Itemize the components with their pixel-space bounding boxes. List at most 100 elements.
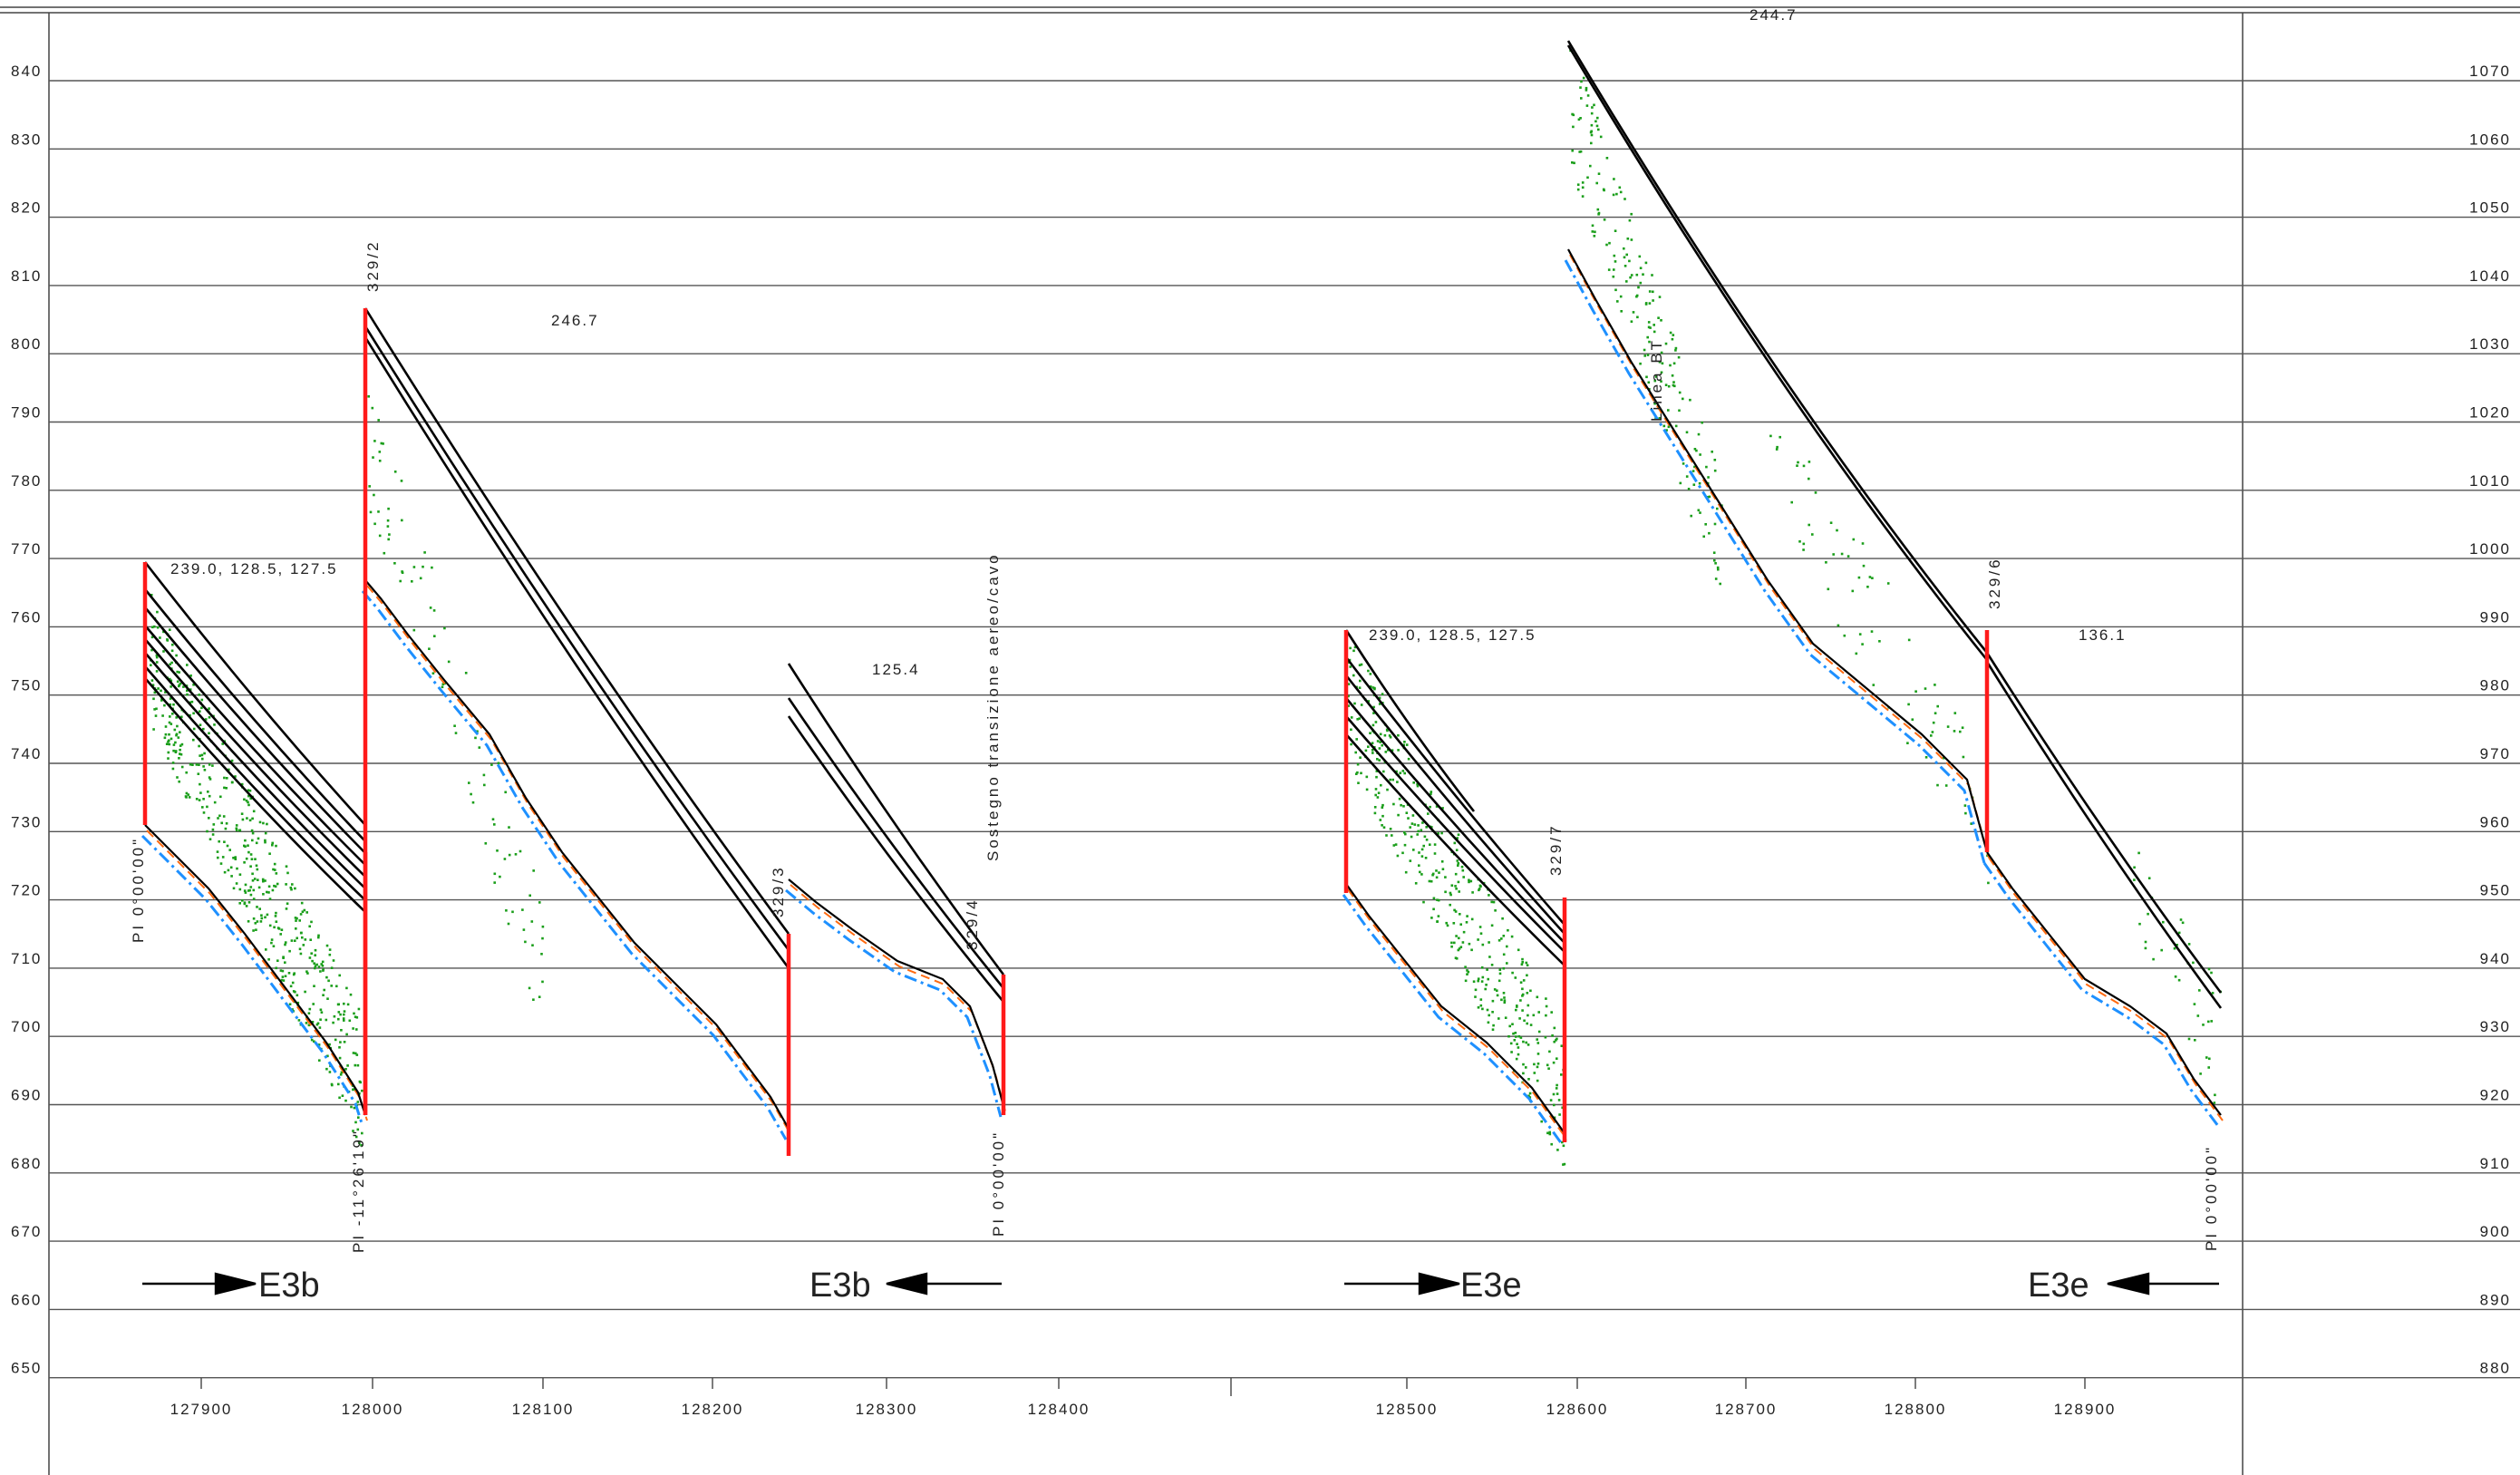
vegetation-point [235, 824, 238, 827]
vegetation-point [1441, 868, 1445, 870]
vegetation-point [179, 682, 182, 685]
vegetation-point [1664, 342, 1668, 345]
vegetation-point [1963, 804, 1967, 807]
vegetation-point [1942, 756, 1945, 760]
vegetation-point [1399, 771, 1401, 774]
vegetation-point [286, 902, 289, 905]
vegetation-point [1516, 1043, 1518, 1045]
vegetation-point [1450, 884, 1454, 887]
vegetation-point [1632, 311, 1635, 314]
vegetation-point [339, 1073, 343, 1076]
vegetation-point [1639, 267, 1643, 269]
span-label-1: 239.0, 128.5, 127.5 [170, 560, 338, 577]
vegetation-point [244, 891, 247, 894]
vegetation-point [1375, 775, 1378, 779]
vegetation-point [1374, 721, 1378, 723]
vegetation-point [357, 1116, 360, 1119]
vegetation-point [294, 887, 296, 890]
vegetation-point [282, 979, 286, 982]
vegetation-point [358, 1141, 361, 1144]
vegetation-point [221, 856, 225, 859]
vegetation-point [1396, 854, 1400, 858]
vegetation-point [180, 742, 184, 746]
vegetation-point [243, 901, 247, 904]
vegetation-point [1454, 910, 1458, 913]
vegetation-point [1580, 97, 1583, 100]
vegetation-point [343, 1002, 345, 1005]
vegetation-point [1808, 461, 1811, 463]
conductor-span-1 [143, 561, 366, 826]
vegetation-point [1647, 381, 1651, 384]
vegetation-point [1464, 979, 1468, 983]
vegetation-point [1521, 1009, 1524, 1012]
vegetation-point [179, 731, 181, 733]
angle-label-3: PI 0°00'00" [990, 1131, 1007, 1237]
vegetation-point [1590, 141, 1593, 145]
vegetation-point [476, 730, 479, 733]
vegetation-point [1352, 649, 1355, 653]
vegetation-point [368, 485, 371, 488]
vegetation-point [1433, 852, 1437, 855]
vegetation-point [251, 831, 255, 835]
vegetation-point [1808, 477, 1810, 480]
vegetation-point [188, 796, 191, 799]
vegetation-point [267, 891, 270, 894]
vegetation-point [1488, 894, 1490, 897]
vegetation-point [1855, 652, 1858, 655]
vegetation-point [225, 822, 228, 825]
vegetation-point [412, 566, 416, 568]
vegetation-point [1496, 989, 1498, 992]
vegetation-point [1529, 989, 1532, 993]
vegetation-point [337, 1017, 340, 1021]
vegetation-point [168, 742, 171, 746]
vegetation-point [1953, 712, 1957, 714]
vegetation-point [1522, 1063, 1525, 1066]
vegetation-point [1572, 113, 1575, 117]
vegetation-point [1525, 1066, 1527, 1069]
left-axis-tick-label: 750 [11, 677, 42, 694]
vegetation-point [1808, 523, 1810, 527]
vegetation-point [2162, 920, 2165, 924]
vegetation-point [1648, 302, 1652, 305]
vegetation-point [343, 1041, 346, 1043]
vegetation-point [168, 733, 170, 736]
left-axis-tick-label: 790 [11, 404, 42, 422]
vegetation-point [1552, 1092, 1556, 1096]
vegetation-point [1623, 247, 1625, 250]
vegetation-point [274, 869, 276, 871]
vegetation-point [1397, 813, 1400, 817]
vegetation-point [296, 994, 299, 997]
vegetation-point [371, 406, 374, 410]
vegetation-point [393, 471, 397, 473]
section-label-e3e-backward: E3e [2028, 1266, 2089, 1305]
vegetation-point [150, 594, 153, 597]
vegetation-point [164, 691, 167, 694]
vegetation-point [1560, 1044, 1564, 1047]
vegetation-point [1697, 509, 1701, 512]
vegetation-point [171, 767, 175, 771]
vegetation-point [169, 677, 171, 681]
vegetation-point [1536, 1053, 1540, 1055]
vegetation-point [305, 1022, 308, 1024]
vegetation-point [1373, 811, 1377, 815]
vegetation-point [1533, 1063, 1536, 1066]
vegetation-point [1562, 1144, 1565, 1148]
ground-profile-line [1567, 248, 1989, 853]
vegetation-point [1545, 997, 1547, 1000]
vegetation-point [1653, 402, 1656, 405]
vegetation-point [1647, 325, 1651, 329]
vegetation-point [280, 978, 284, 982]
vegetation-point [250, 858, 254, 860]
vegetation-point [1553, 1103, 1556, 1107]
vegetation-point [388, 533, 391, 536]
vegetation-point [244, 839, 247, 842]
vegetation-point [1373, 687, 1376, 691]
vegetation-point [217, 856, 219, 859]
vegetation-point [1492, 900, 1496, 904]
vegetation-point [1367, 700, 1371, 703]
vegetation-point [1672, 334, 1675, 336]
vegetation-point [352, 1027, 354, 1030]
vegetation-point [260, 917, 264, 920]
vegetation-point [1470, 948, 1473, 952]
vegetation-point [1353, 702, 1356, 705]
